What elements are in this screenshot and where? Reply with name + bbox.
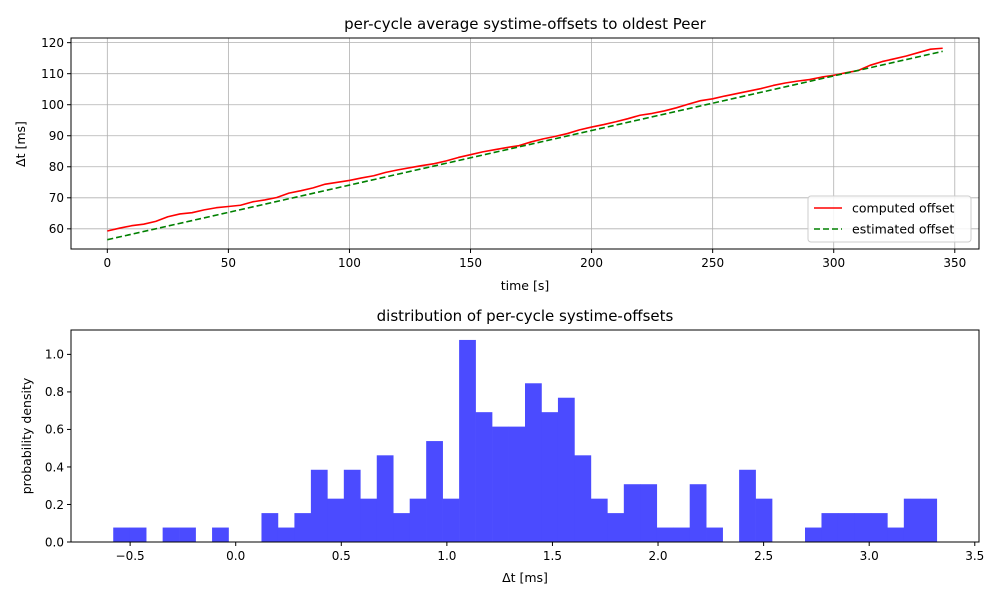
top-chart-x-label: time [s]	[501, 278, 549, 293]
histogram-bar	[360, 498, 378, 542]
bottom-x-tick-label: 3.5	[965, 549, 984, 563]
top-x-tick-label: 350	[943, 256, 966, 270]
histogram-bar	[557, 397, 575, 542]
top-chart-y-ticks: 60 70 80 90 100 110 120	[41, 36, 71, 236]
histogram-bar	[294, 513, 312, 542]
histogram-bar	[805, 527, 822, 542]
histogram-bar	[706, 527, 723, 542]
bottom-x-tick-label: 0.0	[226, 549, 245, 563]
top-x-tick-label: 50	[221, 256, 236, 270]
bottom-x-tick-label: 1.0	[437, 549, 456, 563]
histogram-bar	[837, 513, 855, 542]
top-y-tick-label: 100	[41, 98, 64, 112]
top-y-tick-label: 110	[41, 67, 64, 81]
top-y-tick-label: 60	[49, 222, 64, 236]
histogram-bar	[755, 498, 773, 542]
histogram-bar	[393, 513, 410, 542]
bottom-chart-y-ticks: 0.0 0.2 0.4 0.6 0.8 1.0	[45, 348, 71, 549]
histogram-bar	[640, 484, 658, 542]
bottom-x-tick-label: 1.5	[543, 549, 562, 563]
estimated-offset-line	[107, 50, 943, 241]
histogram-bar	[607, 513, 625, 542]
top-chart-frame	[70, 37, 980, 250]
histogram-bar	[739, 469, 756, 542]
histogram-bar	[212, 527, 229, 542]
histogram-bar	[508, 426, 526, 542]
histogram-bar	[179, 527, 196, 542]
top-chart-x-ticks: 0 50 100 150 200 250 300 350	[103, 249, 966, 270]
top-x-tick-label: 150	[459, 256, 482, 270]
top-x-tick-label: 100	[338, 256, 361, 270]
bottom-x-tick-label: 2.5	[754, 549, 773, 563]
histogram-bar	[525, 383, 542, 542]
histogram-bar	[854, 513, 872, 542]
bottom-chart-frame	[70, 329, 980, 543]
histogram-bar	[541, 412, 559, 542]
legend-box	[807, 195, 972, 243]
bottom-y-tick-label: 1.0	[45, 348, 64, 362]
histogram-bars	[113, 339, 938, 542]
computed-offset-line	[107, 47, 943, 232]
histogram-bar	[689, 484, 707, 542]
histogram-bar	[656, 527, 674, 542]
histogram-bar	[920, 498, 938, 542]
histogram-bar	[475, 412, 493, 542]
histogram-bar	[129, 527, 147, 542]
histogram-panel: distribution of per-cycle systime-offset…	[19, 307, 984, 585]
histogram-bar	[623, 484, 641, 542]
top-y-tick-label: 90	[49, 129, 64, 143]
bottom-chart-title: distribution of per-cycle systime-offset…	[377, 307, 674, 325]
histogram-bar	[426, 441, 443, 542]
histogram-bar	[343, 469, 361, 542]
top-x-tick-label: 200	[580, 256, 603, 270]
histogram-bar	[574, 455, 592, 542]
bottom-y-tick-label: 0.6	[45, 423, 64, 437]
histogram-bar	[277, 527, 295, 542]
top-y-tick-label: 120	[41, 36, 64, 50]
histogram-bar	[821, 513, 839, 542]
histogram-bar	[409, 498, 427, 542]
top-y-tick-label: 70	[49, 191, 64, 205]
bottom-x-tick-label: 3.0	[860, 549, 879, 563]
histogram-bar	[887, 527, 905, 542]
histogram-bar	[590, 498, 608, 542]
bottom-y-tick-label: 0.4	[45, 460, 64, 474]
legend-label-computed-offset: computed offset	[852, 201, 955, 216]
top-chart-title: per-cycle average systime-offsets to old…	[344, 15, 707, 33]
top-chart-series	[107, 47, 943, 241]
histogram-bar	[327, 498, 345, 542]
bottom-y-tick-label: 0.0	[45, 535, 64, 549]
top-chart-legend: computed offset estimated offset	[807, 195, 972, 243]
bottom-chart-x-ticks: −0.5 0.0 0.5 1.0 1.5 2.0 2.5 3.0 3.5	[116, 542, 984, 563]
line-chart-panel: per-cycle average systime-offsets to old…	[13, 15, 980, 293]
bottom-y-tick-label: 0.2	[45, 498, 64, 512]
histogram-bar	[113, 527, 130, 542]
histogram-bar	[492, 426, 509, 542]
histogram-bar	[459, 339, 476, 542]
bottom-chart-x-label: Δt [ms]	[502, 570, 548, 585]
top-x-tick-label: 300	[822, 256, 845, 270]
bottom-x-tick-label: 0.5	[332, 549, 351, 563]
histogram-bar	[310, 469, 328, 542]
bottom-x-tick-label: −0.5	[116, 549, 145, 563]
top-chart-y-label: Δt [ms]	[13, 121, 28, 167]
bottom-chart-y-label: probability density	[19, 377, 34, 494]
histogram-bar	[162, 527, 180, 542]
histogram-bar	[261, 513, 279, 542]
legend-label-estimated-offset: estimated offset	[852, 222, 954, 237]
bottom-y-tick-label: 0.8	[45, 385, 64, 399]
histogram-bar	[442, 498, 460, 542]
histogram-bar	[870, 513, 888, 542]
top-x-tick-label: 250	[701, 256, 724, 270]
histogram-bar	[673, 527, 691, 542]
histogram-bar	[376, 455, 394, 542]
bottom-x-tick-label: 2.0	[648, 549, 667, 563]
histogram-bar	[903, 498, 921, 542]
top-x-tick-label: 0	[103, 256, 111, 270]
top-y-tick-label: 80	[49, 160, 64, 174]
